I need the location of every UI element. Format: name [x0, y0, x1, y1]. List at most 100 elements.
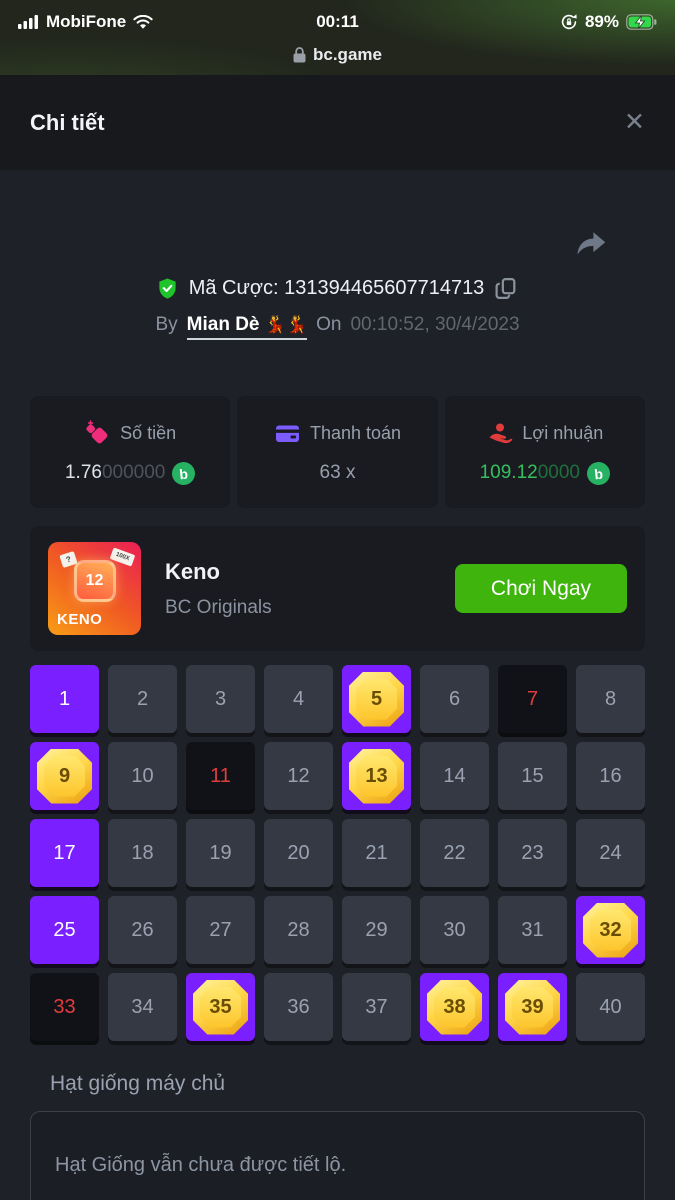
page-title: Chi tiết: [30, 109, 105, 135]
keno-cell-1: 1: [30, 665, 99, 733]
close-icon[interactable]: ✕: [624, 108, 645, 136]
keno-cell-28: 28: [264, 896, 333, 964]
keno-cell-7: 7: [498, 665, 567, 733]
bc-coin-icon: b: [171, 460, 197, 486]
server-seed-value: Hạt Giống vẫn chưa được tiết lộ.: [55, 1154, 347, 1176]
gold-gem-icon: 5: [349, 671, 404, 727]
gold-gem-icon: 35: [193, 979, 248, 1035]
gold-gem-icon: 13: [349, 748, 404, 804]
by-label: By: [155, 314, 178, 335]
stat-value: 1.76000000 b: [65, 460, 197, 486]
keno-cell-10: 10: [108, 742, 177, 810]
keno-cell-8: 8: [576, 665, 645, 733]
keno-cell-31: 31: [498, 896, 567, 964]
rotation-lock-icon: [561, 14, 577, 30]
battery-percent: 89%: [584, 12, 619, 31]
keno-grid: 1 2 3 4 5 6 7 8 9 10 11 12 13 14 15 16 17 18 19 20 21 22 23 24 2…: [30, 665, 645, 1041]
keno-cell-11: 11: [186, 742, 255, 810]
share-icon[interactable]: [572, 226, 610, 262]
game-name: Keno: [165, 558, 220, 584]
stats-row: Số tiền 1.76000000 b Thanh toán: [30, 396, 645, 508]
keno-cell-16: 16: [576, 742, 645, 810]
battery-charging-icon: [626, 14, 657, 30]
keno-cell-5: 5: [342, 665, 411, 733]
keno-cell-32: 32: [576, 896, 645, 964]
bc-coin-icon: b: [585, 460, 612, 486]
keno-cell-27: 27: [186, 896, 255, 964]
stat-value: 63 x: [319, 462, 356, 483]
game-provider: BC Originals: [165, 596, 272, 618]
status-bar: MobiFone 00:11 89%: [0, 0, 675, 75]
keno-cell-17: 17: [30, 819, 99, 887]
stat-card-amount: Số tiền 1.76000000 b: [30, 396, 231, 508]
stat-card-payout: Thanh toán 63 x: [237, 396, 438, 508]
gold-gem-icon: 32: [583, 902, 638, 958]
bet-id-row: Mã Cược: 131394465607714713: [30, 276, 645, 301]
game-banner: ? 100X 12 KENO Keno BC Originals Chơi Ng…: [30, 526, 645, 651]
keno-cell-24: 24: [576, 819, 645, 887]
clock: 00:11: [316, 12, 359, 31]
keno-cell-21: 21: [342, 819, 411, 887]
keno-cell-12: 12: [264, 742, 333, 810]
keno-cell-37: 37: [342, 973, 411, 1041]
keno-cell-6: 6: [420, 665, 489, 733]
keno-cell-23: 23: [498, 819, 567, 887]
keno-cell-36: 36: [264, 973, 333, 1041]
keno-cell-22: 22: [420, 819, 489, 887]
thumb-gem-12: 12: [73, 560, 116, 603]
keno-cell-34: 34: [108, 973, 177, 1041]
wifi-icon: [133, 14, 153, 29]
player-link[interactable]: Mian Dè 💃💃: [186, 314, 308, 340]
url-text: bc.game: [313, 45, 382, 64]
gold-gem-icon: 9: [37, 748, 92, 804]
keno-cell-19: 19: [186, 819, 255, 887]
keno-cell-14: 14: [420, 742, 489, 810]
keno-cell-20: 20: [264, 819, 333, 887]
lock-icon: [293, 47, 306, 63]
keno-cell-30: 30: [420, 896, 489, 964]
keno-cell-9: 9: [30, 742, 99, 810]
url-bar[interactable]: bc.game: [18, 38, 657, 72]
server-seed-label: Hạt giống máy chủ: [50, 1072, 226, 1095]
keno-cell-26: 26: [108, 896, 177, 964]
cell-signal-icon: [18, 15, 38, 29]
verified-shield-icon: [159, 278, 176, 299]
gems-icon: [86, 419, 108, 443]
on-label: On: [316, 314, 342, 335]
stat-label: Số tiền: [120, 422, 177, 443]
keno-cell-40: 40: [576, 973, 645, 1041]
keno-cell-18: 18: [108, 819, 177, 887]
credit-card-icon: [275, 425, 299, 442]
copy-icon[interactable]: [494, 276, 519, 301]
stat-label: Thanh toán: [309, 423, 402, 443]
stat-value: 109.120000 b: [480, 460, 612, 486]
keno-cell-29: 29: [342, 896, 411, 964]
dancer-emojis: 💃💃: [264, 315, 308, 334]
keno-cell-13: 13: [342, 742, 411, 810]
keno-cell-39: 39: [498, 973, 567, 1041]
bet-by-row: By Mian Dè 💃💃 On 00:10:52, 30/4/2023: [30, 314, 645, 340]
gold-gem-icon: 38: [427, 979, 482, 1035]
stat-label: Lợi nhuận: [522, 422, 604, 443]
thumb-keno-label: KENO: [57, 611, 103, 628]
keno-cell-2: 2: [108, 665, 177, 733]
keno-cell-15: 15: [498, 742, 567, 810]
keno-thumbnail: ? 100X 12 KENO: [48, 542, 141, 635]
hand-coin-icon: [489, 423, 513, 443]
server-seed-box: Hạt Giống vẫn chưa được tiết lộ.: [30, 1111, 645, 1200]
keno-cell-3: 3: [186, 665, 255, 733]
modal-content: Mã Cược: 131394465607714713 By Mian Dè 💃…: [0, 226, 675, 1200]
bet-id-value: 131394465607714713: [284, 277, 485, 299]
bet-id-text: Mã Cược: 131394465607714713: [188, 277, 485, 299]
stat-card-profit: Lợi nhuận 109.120000 b: [444, 396, 645, 508]
keno-cell-33: 33: [30, 973, 99, 1041]
keno-cell-4: 4: [264, 665, 333, 733]
modal-header: Chi tiết ✕: [0, 75, 675, 170]
carrier-label: MobiFone: [46, 12, 127, 31]
play-now-button[interactable]: Chơi Ngay: [455, 564, 627, 613]
bet-datetime: 00:10:52, 30/4/2023: [350, 314, 520, 335]
keno-cell-35: 35: [186, 973, 255, 1041]
keno-cell-25: 25: [30, 896, 99, 964]
keno-cell-38: 38: [420, 973, 489, 1041]
